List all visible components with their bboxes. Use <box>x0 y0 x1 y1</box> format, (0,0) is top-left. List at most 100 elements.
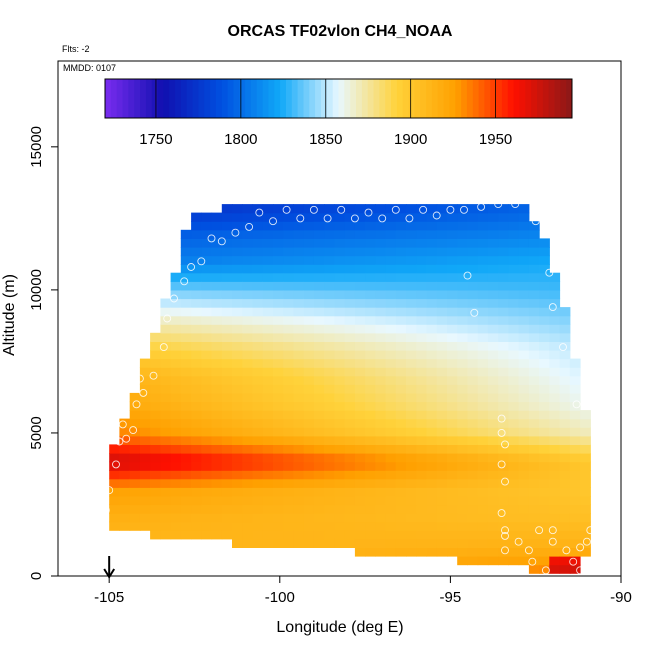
heatmap-cell <box>273 453 284 463</box>
heatmap-cell <box>559 487 571 497</box>
heatmap-cell <box>354 212 366 222</box>
heatmap-cell <box>262 470 274 480</box>
heatmap-cell <box>283 324 294 334</box>
heatmap-cell <box>498 410 509 420</box>
heatmap-cell <box>191 530 202 540</box>
heatmap-cell <box>580 410 591 420</box>
heatmap-cell <box>498 350 509 360</box>
heatmap-cell <box>539 470 550 480</box>
heatmap-cell <box>416 289 428 300</box>
heatmap-cell <box>559 392 571 403</box>
heatmap-cell <box>395 478 407 488</box>
colorbar-segment <box>490 79 497 118</box>
heatmap-cell <box>344 384 356 394</box>
heatmap-cell <box>477 435 489 445</box>
heatmap-cell <box>395 204 407 214</box>
heatmap-cell <box>436 350 448 360</box>
colorbar-segment <box>356 79 363 118</box>
heatmap-cell <box>252 350 264 360</box>
heatmap-cell <box>518 453 530 463</box>
heatmap-cell <box>232 470 243 480</box>
observation-point <box>576 566 585 575</box>
heatmap-cell <box>395 289 407 300</box>
heatmap-cell <box>334 350 346 360</box>
heatmap-cell <box>303 487 315 497</box>
heatmap-cell <box>201 315 213 325</box>
heatmap-cell <box>211 392 223 403</box>
heatmap-cell <box>416 367 428 377</box>
heatmap-cell <box>354 204 366 214</box>
heatmap-cell <box>539 521 550 531</box>
heatmap-cell <box>365 470 376 480</box>
colorbar-segment <box>542 79 550 118</box>
heatmap-cell <box>191 453 202 463</box>
heatmap-cell <box>549 444 561 454</box>
heatmap-cell <box>406 427 417 437</box>
heatmap-cell <box>201 453 213 463</box>
heatmap-cell <box>395 547 407 557</box>
heatmap-cell <box>426 453 438 463</box>
heatmap-cell <box>528 504 540 514</box>
heatmap-cell <box>549 281 561 291</box>
heatmap-cell <box>569 435 581 445</box>
heatmap-cell <box>580 530 591 540</box>
heatmap-cell <box>447 495 458 506</box>
heatmap-cell <box>436 281 448 291</box>
colorbar-segment <box>280 79 287 118</box>
heatmap-cell <box>508 556 520 566</box>
colorbar-segment <box>385 79 392 118</box>
colorbar-segment <box>198 79 205 118</box>
heatmap-cell <box>344 204 356 214</box>
heatmap-cell <box>180 229 192 239</box>
heatmap-cell <box>252 229 264 239</box>
heatmap-cell <box>365 289 376 300</box>
heatmap-cell <box>385 298 397 308</box>
heatmap-cell <box>375 495 387 506</box>
heatmap-cell <box>528 513 540 523</box>
heatmap-cell <box>242 513 254 523</box>
heatmap-cell <box>508 418 520 428</box>
heatmap-cell <box>211 332 223 342</box>
heatmap-cell <box>365 255 376 265</box>
heatmap-cell <box>477 375 489 385</box>
heatmap-cell <box>406 204 417 214</box>
colorbar-segment <box>437 79 444 118</box>
heatmap-cell <box>334 238 346 248</box>
heatmap-cell <box>232 513 243 523</box>
heatmap-cell <box>457 238 468 248</box>
heatmap-cell <box>549 384 561 394</box>
heatmap-cell <box>508 289 520 300</box>
heatmap-cell <box>467 478 479 488</box>
heatmap-cell <box>416 247 428 257</box>
heatmap-cell <box>252 435 264 445</box>
heatmap-cell <box>426 367 438 377</box>
heatmap-cell <box>559 513 571 523</box>
colorbar-segment <box>344 79 351 118</box>
heatmap-cell <box>191 255 202 265</box>
heatmap-cell <box>180 392 192 403</box>
colorbar-segment <box>414 79 421 118</box>
heatmap-cell <box>539 418 550 428</box>
heatmap-cell <box>293 392 305 403</box>
heatmap-cell <box>324 212 335 222</box>
heatmap-cell <box>303 478 315 488</box>
heatmap-cell <box>498 264 509 274</box>
heatmap-cell <box>580 418 591 428</box>
heatmap-cell <box>487 513 499 523</box>
heatmap-cell <box>273 298 284 308</box>
heatmap-cell <box>129 461 141 471</box>
heatmap-cell <box>293 513 305 523</box>
heatmap-cell <box>324 324 335 334</box>
heatmap-cell <box>436 461 448 471</box>
heatmap-cell <box>467 247 479 257</box>
heatmap-cell <box>211 307 223 317</box>
heatmap-cell <box>457 470 468 480</box>
heatmap-cell <box>498 315 509 325</box>
heatmap-cell <box>477 401 489 411</box>
heatmap-cell <box>528 315 540 325</box>
heatmap-cell <box>160 444 172 454</box>
heatmap-cell <box>436 289 448 300</box>
colorbar-segment <box>180 79 188 118</box>
heatmap-cell <box>150 350 161 360</box>
heatmap-cell <box>334 272 346 282</box>
